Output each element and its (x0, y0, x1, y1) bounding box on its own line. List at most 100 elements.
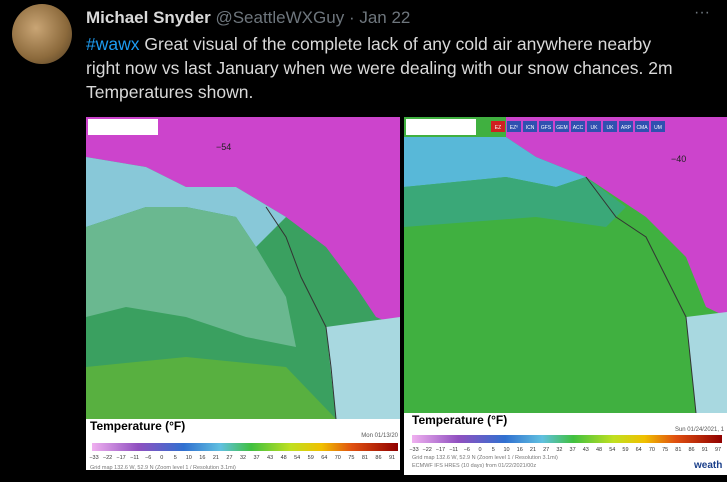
map-toolbar (88, 119, 158, 135)
model-tab-label: UM (654, 125, 662, 131)
date[interactable]: Jan 22 (359, 8, 411, 27)
scale-label: 81 (675, 447, 681, 453)
model-tab-label: UK (591, 125, 599, 131)
scale-label: 37 (570, 447, 576, 453)
scale-label: −22 (103, 455, 112, 461)
scale-label: 32 (556, 447, 562, 453)
scale: −33 −22 −17 −11 −6 0 5 10 16 21 27 32 37 43 48 54 59 64 70… (89, 455, 395, 461)
scale-label: 5 (492, 447, 495, 453)
scale-label: −17 (116, 455, 125, 461)
map-label: −54 (216, 142, 231, 152)
scale-label: 43 (267, 455, 273, 461)
timestamp: Mon 01/13/20 (361, 433, 398, 439)
scale-label: 81 (362, 455, 368, 461)
scale-label: 91 (389, 455, 395, 461)
model-tab[interactable] (587, 121, 601, 132)
footer: Grid map 132.6 W, 52.9 N (Zoom level 1 /… (90, 465, 236, 471)
cold-area (506, 117, 727, 317)
warm-area (86, 357, 336, 419)
scale-label: 70 (649, 447, 655, 453)
model-tab-label: UK (607, 125, 615, 131)
scale-label: −6 (145, 455, 151, 461)
scale-label: −6 (464, 447, 470, 453)
map-toolbar (406, 119, 476, 135)
model-tab[interactable] (507, 121, 521, 132)
scale-label: −11 (449, 447, 458, 453)
scale-label: 32 (240, 455, 246, 461)
brand: weath (693, 460, 722, 471)
model-tab[interactable] (491, 121, 505, 132)
model-tab[interactable] (651, 121, 665, 132)
tweet-line: #wawx Great visual of the complete lack … (86, 34, 651, 55)
timestamp: Sun 01/24/2021, 1 (675, 427, 725, 433)
model-tab[interactable] (555, 121, 569, 132)
scale-label: 86 (375, 455, 381, 461)
scale-label: 21 (213, 455, 219, 461)
map-zone (86, 207, 296, 347)
cool-area (404, 137, 586, 187)
model-tabs: EZ EZ⁰ ICN GFS GEM ACC UK UK ARP CMA UM (491, 121, 665, 132)
cold-area (86, 117, 400, 327)
scale-label: 59 (308, 455, 314, 461)
scale-label: −22 (423, 447, 432, 453)
color-bar (92, 443, 398, 451)
legend-title: Temperature (°F) (412, 413, 507, 427)
map-zone (404, 177, 626, 227)
model-tab-label: ARP (621, 125, 632, 131)
scale-label: 75 (348, 455, 354, 461)
scale-label: 64 (636, 447, 642, 453)
scale-label: 0 (479, 447, 482, 453)
model-tab-label: GFS (541, 125, 552, 131)
scale-label: 5 (174, 455, 177, 461)
model-tab[interactable] (523, 121, 537, 132)
scale-label: 59 (622, 447, 628, 453)
model-tab-label: ICN (526, 125, 535, 131)
model-tab-label: ACC (573, 125, 584, 131)
scale-label: 97 (715, 447, 721, 453)
scale-label: 43 (583, 447, 589, 453)
legend-title: Temperature (°F) (90, 419, 185, 433)
model-line: ECMWF IFS HRES (10 days) from 01/22/2021… (412, 463, 536, 469)
scale-label: −33 (409, 447, 418, 453)
scale-label: 27 (543, 447, 549, 453)
model-tab[interactable] (603, 121, 617, 132)
model-tab[interactable] (539, 121, 553, 132)
model-tab[interactable] (619, 121, 633, 132)
tweet-text: Great visual of the complete lack of any… (144, 34, 652, 54)
scale-label: 70 (335, 455, 341, 461)
avatar[interactable] (12, 4, 72, 64)
cool-area (86, 157, 286, 247)
scale-label: 16 (517, 447, 523, 453)
land (686, 312, 727, 413)
scale-label: 21 (530, 447, 536, 453)
model-tab[interactable] (571, 121, 585, 132)
more-menu[interactable]: ··· (694, 4, 710, 21)
tweet-text: right now vs last January when we were d… (86, 58, 673, 78)
footer: Grid map 132.6 W, 52.9 N (Zoom level 1 /… (412, 455, 558, 461)
scale-label: 27 (226, 455, 232, 461)
scale-label: 0 (160, 455, 163, 461)
handle[interactable]: @SeattleWXGuy (215, 8, 345, 27)
media[interactable]: −54 Temperature (°F) Mon 01/13/20 −33 −22… (86, 117, 727, 477)
model-tab[interactable] (635, 121, 649, 132)
coastline (585, 176, 697, 414)
color-bar (412, 435, 722, 443)
scale-label: 16 (199, 455, 205, 461)
scale-label: 86 (689, 447, 695, 453)
author[interactable]: Michael Snyder (86, 8, 211, 27)
hashtag[interactable]: #wawx (86, 34, 140, 54)
separator: · (348, 8, 355, 27)
model-tab-label: GEM (556, 125, 567, 131)
scale-label: 54 (609, 447, 615, 453)
coastline (265, 206, 337, 420)
scale-label: 64 (321, 455, 327, 461)
scale-label: 75 (662, 447, 668, 453)
scale-label: −17 (436, 447, 445, 453)
land (326, 317, 400, 419)
model-tab-label: EZ⁰ (510, 125, 518, 131)
scale-label: 48 (281, 455, 287, 461)
scale-label: 91 (702, 447, 708, 453)
scale-label: 48 (596, 447, 602, 453)
map-label: −40 (671, 154, 686, 164)
